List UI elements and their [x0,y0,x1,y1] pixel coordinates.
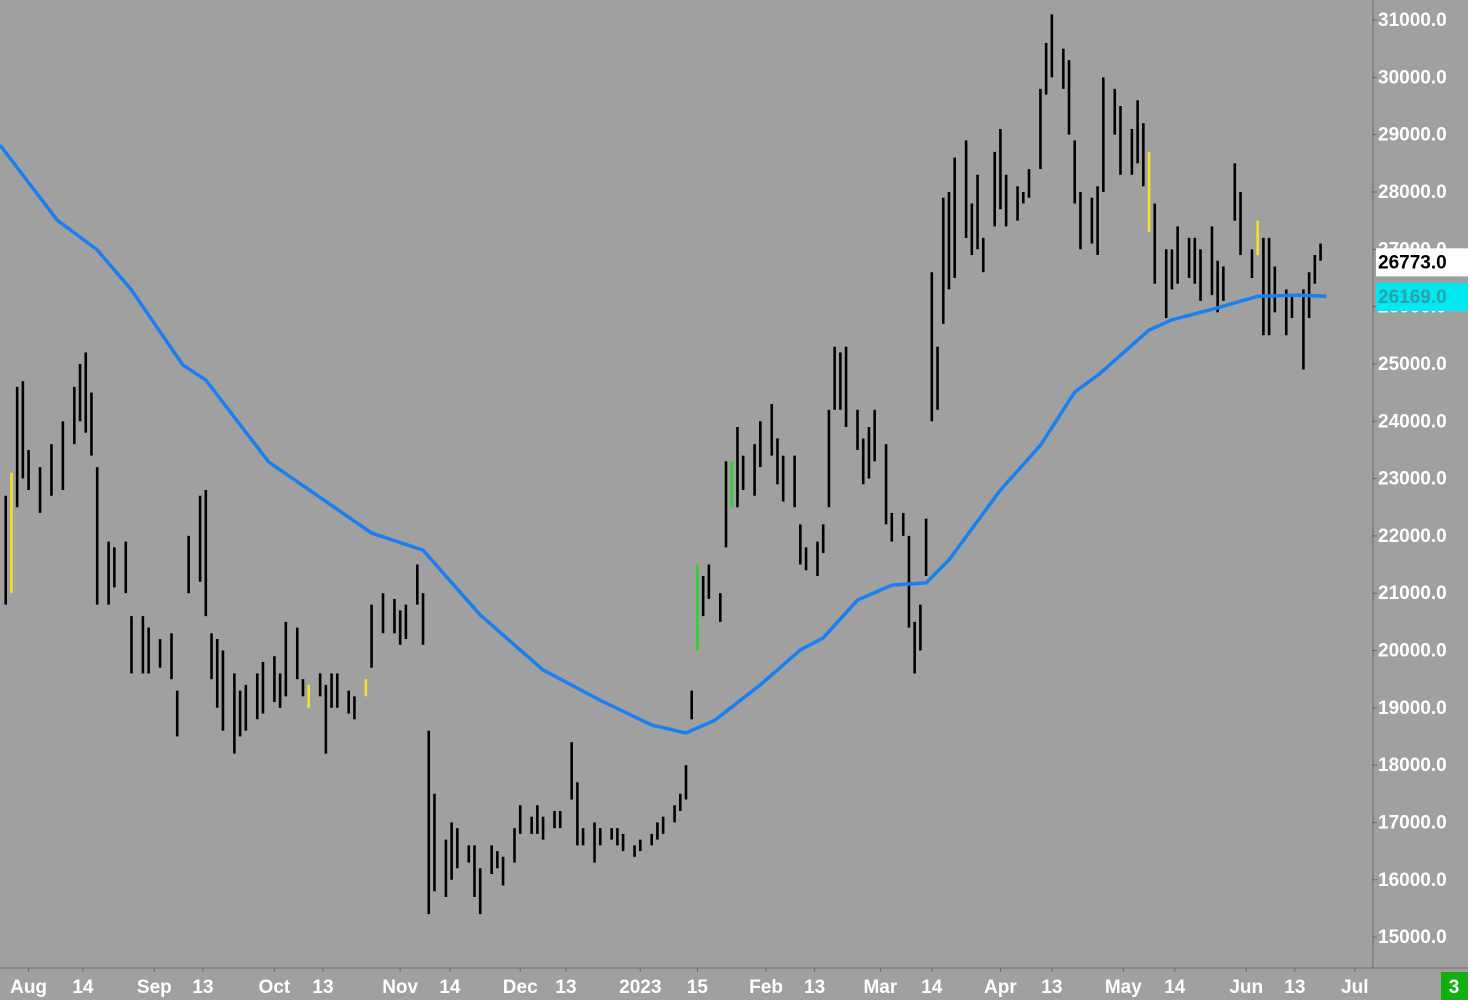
x-tick-label: Sep [137,977,172,998]
x-tick-label: 2023 [619,977,661,998]
y-tick-label: 18000.0 [1378,755,1447,776]
x-tick-label: 13 [555,977,576,998]
y-tick-label: 19000.0 [1378,698,1447,719]
x-tick-label: Feb [749,977,783,998]
price-label-box [1376,248,1468,277]
x-tick-label: Apr [984,977,1017,998]
x-tick-label: Jul [1341,977,1368,998]
x-tick-label: Oct [259,977,291,998]
moving-average-line [0,143,1327,735]
y-tick-label: 29000.0 [1378,125,1447,146]
badge-box [1441,972,1468,1000]
y-tick-label: 20000.0 [1378,641,1447,662]
y-tick-label: 22000.0 [1378,526,1447,547]
x-tick-label: Dec [503,977,538,998]
x-tick-label: 14 [72,977,94,998]
y-tick-label: 23000.0 [1378,469,1447,490]
y-tick-label: 28000.0 [1378,182,1447,203]
x-tick-label: 13 [1284,977,1305,998]
x-tick-label: 15 [687,977,709,998]
y-tick-label: 21000.0 [1378,583,1447,604]
badge-label: 3 [1449,977,1460,998]
x-tick-label: 13 [312,977,333,998]
x-tick-label: 13 [1041,977,1062,998]
y-tick-label: 25000.0 [1378,354,1447,375]
x-tick-label: Aug [10,977,47,998]
price-label: 26773.0 [1378,252,1447,273]
price-label-box [1376,282,1468,311]
y-tick-label: 30000.0 [1378,67,1447,88]
y-tick-label: 16000.0 [1378,870,1447,891]
y-tick-label: 31000.0 [1378,10,1447,31]
x-tick-label: 14 [1164,977,1186,998]
price-label: 26169.0 [1378,287,1447,308]
y-tick-label: 15000.0 [1378,927,1447,948]
x-tick-label: 14 [921,977,943,998]
y-tick-label: 24000.0 [1378,411,1447,432]
y-tick-label: 17000.0 [1378,812,1447,833]
x-tick-label: 13 [192,977,213,998]
x-tick-label: May [1105,977,1142,998]
x-tick-label: Nov [382,977,418,998]
x-tick-label: 13 [804,977,825,998]
x-tick-label: Jun [1229,977,1263,998]
x-tick-label: Mar [863,977,897,998]
x-tick-label: 14 [439,977,461,998]
